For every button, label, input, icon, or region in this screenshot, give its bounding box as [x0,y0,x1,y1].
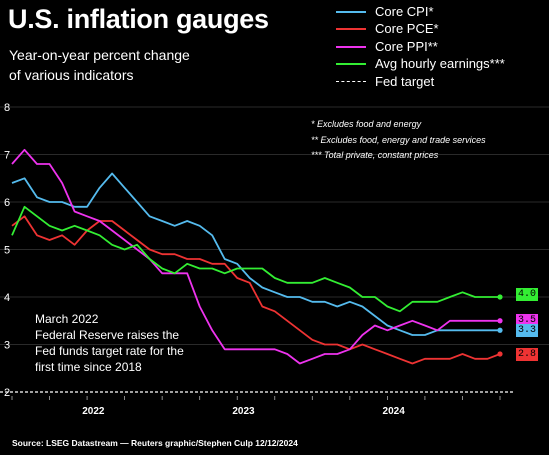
subtitle-line-1: Year-on-year percent change [9,47,190,63]
legend-item-avg-hourly-earnings: Avg hourly earnings*** [336,56,505,74]
y-tick-label-4: 4 [4,292,10,304]
y-tick-label-6: 6 [4,197,10,209]
legend-label-core-pce: Core PCE* [375,21,439,37]
value-badge-core-pce: 2.8 [516,347,538,361]
y-tick-label-8: 8 [4,102,10,114]
chart-legend: Core CPI* Core PCE* Core PPI** Avg hourl… [336,3,505,91]
x-tick-label-2024: 2024 [383,406,406,417]
annotation-line-2: Federal Reserve raises the [35,328,180,342]
footnote-core: * Excludes food and energy [311,119,422,129]
legend-swatch-avg-hourly-earnings [336,63,366,66]
chart-subtitle: Year-on-year percent change of various i… [9,45,239,85]
y-tick-label-5: 5 [4,245,10,257]
fed-annotation: March 2022 Federal Reserve raises the Fe… [35,311,195,375]
footnote-core-ppi: ** Excludes food, energy and trade servi… [311,134,486,145]
legend-label-core-cpi: Core CPI* [375,3,434,19]
legend-swatch-core-pce [336,28,366,31]
annotation-line-1: March 2022 [35,312,99,326]
legend-label-core-ppi: Core PPI** [375,38,438,54]
chart-title: U.S. inflation gauges [8,4,269,34]
y-tick-label-2: 2 [4,387,10,399]
legend-swatch-fed-target [336,81,366,83]
endpoint-dot-core-cpi [497,327,503,333]
chart-footnotes: * Excludes food and energy ** Excludes f… [311,117,486,164]
annotation-line-3: Fed funds target rate for the [35,344,184,358]
legend-item-core-pce: Core PCE* [336,21,505,39]
footnote-earnings: *** Total private, constant prices [311,150,439,160]
endpoint-dot-core-pce [497,351,503,357]
x-tick-label-2022: 2022 [82,406,105,417]
legend-label-fed-target: Fed target [375,73,435,89]
legend-swatch-core-cpi [336,10,366,13]
x-tick-label-2023: 2023 [232,406,255,417]
series-line-core-cpi [11,172,500,336]
legend-item-core-ppi: Core PPI** [336,38,505,56]
y-tick-label-3: 3 [4,340,10,352]
value-badge-core-cpi: 3.3 [516,323,538,337]
legend-item-core-cpi: Core CPI* [336,3,505,21]
series-line-core-ppi [11,148,500,365]
value-badge-avg-hourly-earnings: 4.0 [516,288,538,302]
series-line-core-pce [11,215,501,365]
y-tick-label-7: 7 [4,150,10,162]
legend-label-avg-hourly-earnings: Avg hourly earnings*** [375,56,505,72]
annotation-line-4: first time since 2018 [35,360,142,374]
source-credit: Source: LSEG Datastream — Reuters graphi… [12,438,298,448]
endpoint-dot-avg-hourly-earnings [497,294,503,300]
series-line-avg-hourly-earnings [11,205,500,313]
subtitle-line-2: of various indicators [9,67,134,83]
legend-swatch-core-ppi [336,45,366,48]
endpoint-dot-core-ppi [497,318,503,324]
legend-item-fed-target: Fed target [336,73,505,91]
